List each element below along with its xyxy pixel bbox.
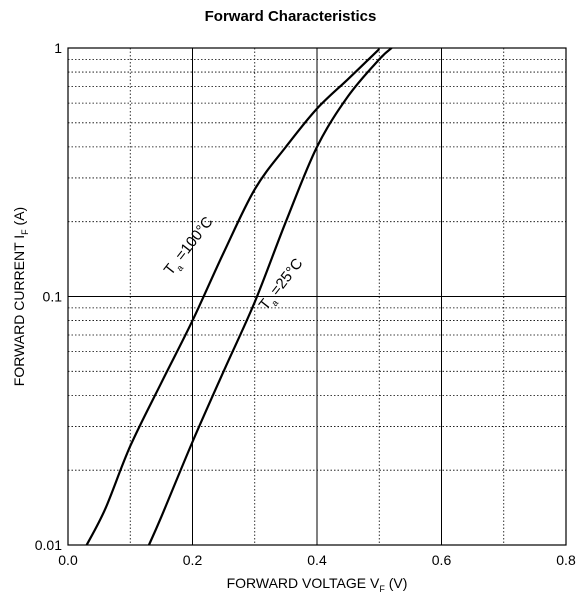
x-axis-label-suffix: (V) xyxy=(385,575,408,591)
y-axis-label-main: FORWARD CURRENT I xyxy=(11,235,27,386)
x-axis-label-main: FORWARD VOLTAGE V xyxy=(227,575,380,591)
x-tick-label: 0.0 xyxy=(58,552,78,568)
y-tick-label: 1 xyxy=(54,40,62,56)
x-axis-label: FORWARD VOLTAGE VF (V) xyxy=(227,575,408,594)
x-tick-label: 0.4 xyxy=(307,552,327,568)
curve-ta-25c xyxy=(147,47,393,546)
y-tick-label: 0.1 xyxy=(43,289,63,305)
x-tick-label: 0.2 xyxy=(183,552,203,568)
plot-frame xyxy=(67,47,567,546)
grid xyxy=(68,48,566,545)
y-axis-label: FORWARD CURRENT IF (A) xyxy=(11,207,30,386)
y-axis-label-sub: F xyxy=(20,229,30,235)
chart-title: Forward Characteristics xyxy=(204,8,377,25)
y-tick-label: 0.01 xyxy=(35,537,62,553)
x-axis-label-sub: F xyxy=(379,584,385,594)
tick-labels: 0.0 0.2 0.4 0.6 0.8 0.01 0.1 1 xyxy=(35,40,576,568)
curves xyxy=(85,47,393,546)
curve-label-ta-25c: Ta =25°C xyxy=(256,255,309,315)
curve-label-ta-100c: Ta =100°C xyxy=(161,214,219,281)
curve-ta-100c xyxy=(85,48,381,546)
x-tick-label: 0.6 xyxy=(432,552,452,568)
y-axis-label-suffix: (A) xyxy=(11,207,27,230)
x-tick-label: 0.8 xyxy=(556,552,576,568)
